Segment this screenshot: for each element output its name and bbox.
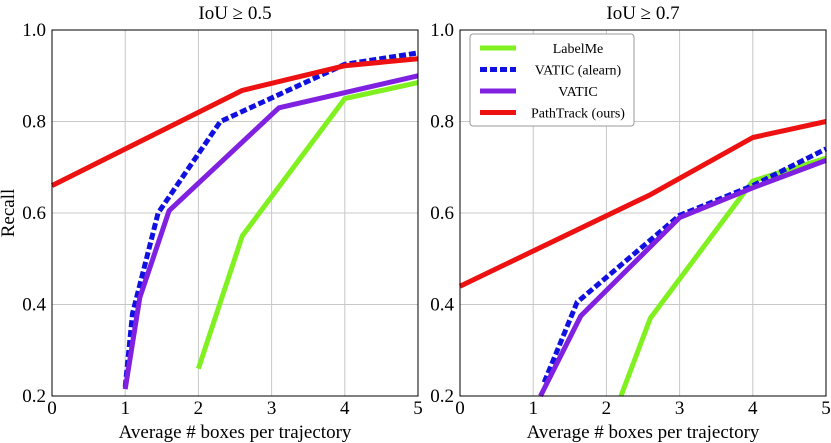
x-tick-label: 4 (340, 398, 350, 419)
chart-title: IoU ≥ 0.5 (198, 3, 271, 24)
series-line-vatic_alearn (122, 50, 419, 388)
legend-label-pathtrack: PathTrack (ours) (531, 107, 625, 122)
x-tick-label: 1 (120, 398, 130, 419)
y-tick-label: 0.8 (430, 112, 454, 133)
x-tick-label: 3 (267, 398, 277, 419)
legend: LabelMe VATIC (alearn) VATIC PathTrack (our… (469, 33, 635, 127)
y-tick-label: 0.8 (22, 112, 46, 133)
y-tick-label: 1.0 (22, 20, 46, 41)
x-axis-label: Average # boxes per trajectory (119, 422, 352, 443)
y-tick-label: 0.2 (430, 386, 454, 407)
chart-2: 0 1 2 3 4 5 0.2 0.4 0.6 0.8 1.0 IoU ≥ 0.7 Average # … (430, 3, 831, 443)
x-tick-label: 0 (455, 398, 465, 419)
series-line-vatic_alearn (541, 146, 828, 384)
y-tick-label: 0.4 (430, 295, 454, 316)
y-tick-label: 1.0 (430, 20, 454, 41)
legend-label-vatic_alearn: VATIC (alearn) (535, 64, 622, 79)
series-line-pathtrack (458, 119, 827, 289)
legend-label-vatic: VATIC (558, 85, 597, 100)
x-tick-label: 2 (602, 398, 612, 419)
x-tick-label: 3 (675, 398, 685, 419)
series-line-vatic (538, 158, 827, 398)
x-tick-label: 5 (413, 398, 423, 419)
x-tick-label: 2 (194, 398, 204, 419)
plot-frame (51, 29, 419, 397)
x-tick-label: 5 (821, 398, 831, 419)
series-line-vatic (122, 73, 419, 390)
y-tick-label: 0.4 (22, 295, 46, 316)
x-axis-label: Average # boxes per trajectory (527, 422, 760, 443)
x-tick-label: 0 (47, 398, 57, 419)
series-line-labelme (618, 155, 827, 397)
x-tick-label: 1 (528, 398, 538, 419)
chart-title: IoU ≥ 0.7 (606, 3, 679, 24)
series-line-labelme (196, 80, 419, 370)
y-tick-label: 0.2 (22, 386, 46, 407)
x-tick-label: 4 (748, 398, 758, 419)
y-tick-label: 0.6 (430, 203, 454, 224)
chart-1: 0 1 2 3 4 5 0.2 0.4 0.6 0.8 1.0 IoU ≥ 0.5 Average # … (0, 3, 423, 443)
legend-label-labelme: LabelMe (553, 42, 604, 57)
y-tick-label: 0.6 (22, 203, 46, 224)
legend-box (469, 33, 635, 127)
plot-frame (459, 29, 827, 397)
y-axis-label: Recall (0, 189, 19, 238)
series-line-pathtrack (50, 56, 419, 188)
